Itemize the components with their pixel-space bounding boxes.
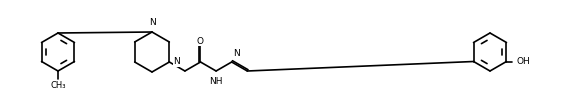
Text: N: N [149, 18, 156, 27]
Text: N: N [233, 49, 240, 58]
Text: OH: OH [517, 57, 530, 66]
Text: N: N [173, 58, 180, 66]
Text: NH: NH [209, 77, 223, 86]
Text: O: O [197, 37, 204, 46]
Text: CH₃: CH₃ [50, 80, 66, 90]
